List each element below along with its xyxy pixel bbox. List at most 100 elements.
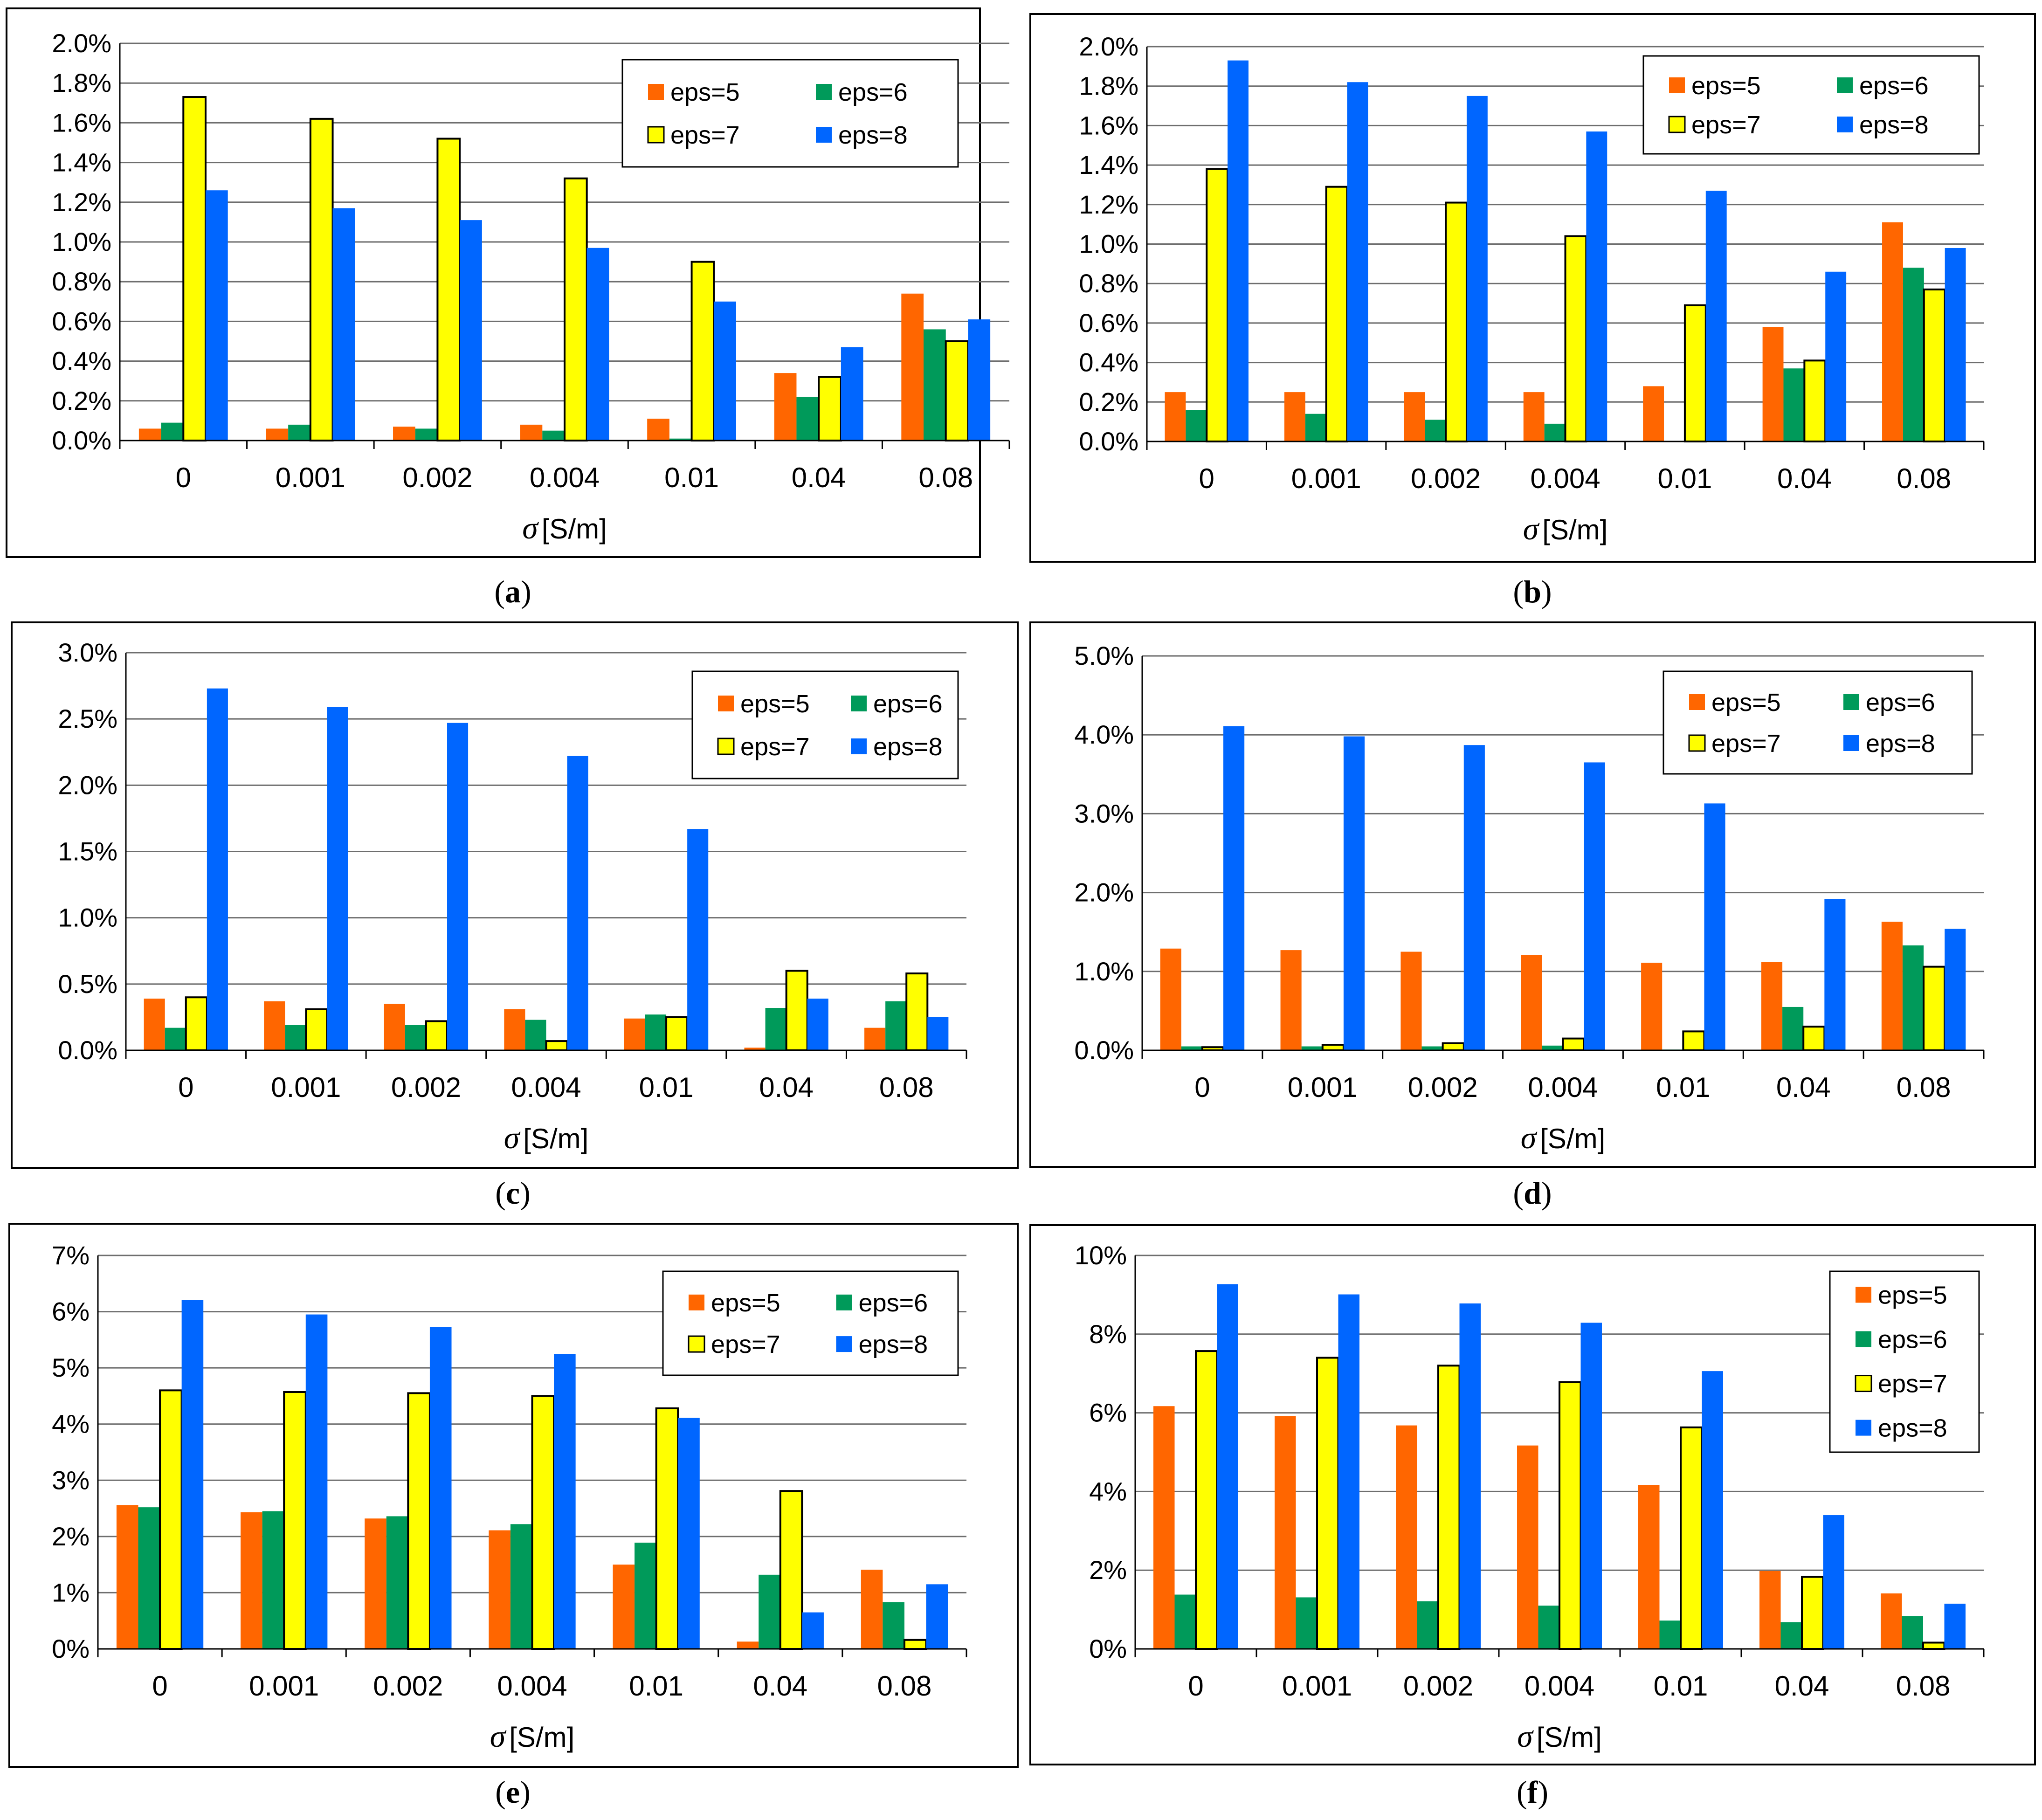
bar-eps5-0.08 — [901, 293, 924, 441]
bar-eps8-0.004 — [1584, 762, 1605, 1050]
x-axis-title: σ [S/m] — [490, 1718, 575, 1754]
caption-letter: e — [506, 1774, 520, 1810]
y-tick-label: 0.8% — [1079, 269, 1138, 298]
bar-eps5-0.04 — [1761, 962, 1783, 1050]
bar-eps7-0.002 — [1445, 201, 1468, 442]
caption-open-paren: ( — [1513, 1175, 1524, 1211]
x-tick-label: 0.001 — [1288, 1072, 1358, 1103]
bar-eps5-0.001 — [264, 1001, 285, 1050]
bar-eps7-0.01 — [690, 261, 715, 441]
legend-label-eps8: eps=8 — [1866, 730, 1935, 758]
legend-label-eps8: eps=8 — [1878, 1414, 1947, 1442]
x-tick-label: 0.08 — [877, 1670, 932, 1702]
y-tick-label: 4.0% — [1074, 720, 1134, 749]
x-tick-label: 0.001 — [1282, 1670, 1352, 1702]
bar-eps8-0.01 — [1705, 191, 1727, 441]
panel-caption: (a) — [494, 574, 531, 609]
bar-eps5-0.04 — [774, 373, 797, 441]
panel-c: 0.0% 0.5% 1.0% 1.5% 2.0% 2.5% 3.0% 0 0.001 0.002 0… — [11, 621, 1019, 1211]
x-axis-title: σ [S/m] — [522, 510, 607, 545]
bar-eps8-0.08 — [926, 1584, 948, 1649]
bar-eps7-0.001 — [309, 117, 334, 441]
bar-eps8-0 — [1223, 726, 1245, 1050]
bar-eps7-0.08 — [905, 972, 929, 1051]
bar-eps8-0.004 — [1580, 1323, 1602, 1649]
legend-label-eps5: eps=5 — [711, 1289, 780, 1317]
bar-eps8-0 — [1217, 1284, 1238, 1649]
y-tick-label: 0.6% — [1079, 308, 1138, 338]
bar-eps6-0.04 — [1783, 368, 1805, 441]
bar-eps6-0.001 — [262, 1511, 284, 1649]
y-tick-label: 1.6% — [1079, 110, 1138, 140]
x-tick-label: 0.004 — [497, 1670, 567, 1702]
bar-eps7-0.001 — [1325, 186, 1348, 442]
bar-eps5-0.001 — [241, 1512, 262, 1649]
bar-eps6-0.08 — [924, 329, 946, 441]
bar-eps5-0.04 — [1759, 1571, 1781, 1649]
legend-swatch-eps7 — [647, 126, 665, 144]
bar-eps5-0.01 — [613, 1565, 635, 1649]
bar-eps6-0.004 — [1544, 423, 1566, 441]
bar-eps6-0.04 — [1782, 1007, 1804, 1050]
legend-box — [662, 1270, 959, 1376]
x-tick-label: 0 — [176, 462, 191, 493]
x-tick-label: 0.01 — [629, 1670, 683, 1702]
y-tick-label: 10% — [1075, 1241, 1127, 1270]
y-tick-label: 3.0% — [58, 638, 117, 667]
y-tick-label: 8% — [1089, 1319, 1127, 1349]
bar-eps8-0.004 — [1586, 131, 1607, 442]
bar-eps5-0 — [1153, 1406, 1175, 1649]
caption-letter: b — [1524, 574, 1541, 609]
x-tick-label: 0.001 — [249, 1670, 319, 1702]
x-tick-label: 0.04 — [753, 1670, 807, 1702]
bar-eps8-0.004 — [586, 248, 609, 441]
bar-eps8-0.002 — [460, 220, 482, 441]
bar-eps7-0.04 — [818, 376, 842, 441]
y-tick-label: 1.4% — [52, 148, 111, 177]
legend-label-eps7: eps=7 — [1691, 111, 1761, 139]
bar-eps6-0.002 — [1417, 1601, 1438, 1649]
y-tick-label: 3% — [52, 1465, 90, 1495]
x-tick-label: 0 — [1199, 463, 1214, 494]
x-tick-label: 0.01 — [1656, 1072, 1711, 1103]
bar-eps6-0.01 — [635, 1543, 656, 1649]
panel-caption: (b) — [1513, 574, 1552, 609]
bar-eps7-0.002 — [425, 1020, 448, 1052]
bar-eps7-0 — [182, 96, 207, 441]
legend-label-eps5: eps=5 — [1878, 1281, 1947, 1309]
y-tick-label: 0.0% — [58, 1035, 117, 1065]
bar-eps8-0.08 — [1945, 248, 1966, 441]
bar-eps8-0.04 — [807, 999, 828, 1050]
bar-eps8-0.004 — [554, 1354, 576, 1649]
x-tick-label: 0.08 — [879, 1072, 934, 1103]
y-tick-label: 2.5% — [58, 704, 117, 733]
x-tick-label: 0.01 — [639, 1072, 694, 1103]
bar-eps8-0.01 — [678, 1418, 700, 1649]
bar-eps6-0.002 — [405, 1025, 426, 1050]
legend-label-eps5: eps=5 — [1711, 689, 1781, 717]
bar-eps5-0.004 — [1521, 955, 1542, 1050]
bar-eps5-0 — [1160, 948, 1181, 1050]
bar-eps6-0.04 — [765, 1008, 786, 1050]
legend-box — [621, 59, 959, 168]
x-axis-title: σ [S/m] — [1521, 1120, 1606, 1155]
bar-eps5-0.04 — [737, 1641, 759, 1649]
bar-eps5-0.08 — [861, 1569, 883, 1649]
legend-swatch-eps6 — [1843, 694, 1859, 710]
legend-label-eps7: eps=7 — [1878, 1370, 1947, 1398]
x-tick-label: 0.004 — [1525, 1670, 1594, 1702]
x-tick-label: 0 — [152, 1670, 167, 1702]
caption-close-paren: ) — [1538, 1774, 1548, 1810]
legend-label-eps5: eps=5 — [740, 690, 810, 718]
bar-eps8-0.08 — [968, 319, 991, 441]
y-tick-label: 5.0% — [1074, 641, 1134, 670]
x-axis-unit: [S/m] — [523, 1123, 588, 1154]
bar-eps5-0.04 — [744, 1048, 766, 1050]
y-tick-label: 0.2% — [52, 386, 111, 415]
panel-e: 0% 1% 2% 3% 4% 5% 6% 7% 0 0.001 0.002 0.004 0.01 0.04… — [8, 1223, 1019, 1810]
x-axis-symbol: σ — [1521, 1120, 1538, 1155]
legend-label-eps6: eps=6 — [873, 690, 943, 718]
bar-eps6-0.01 — [669, 438, 692, 441]
y-tick-label: 2% — [1089, 1555, 1127, 1585]
bar-eps6-0.002 — [1425, 420, 1446, 441]
